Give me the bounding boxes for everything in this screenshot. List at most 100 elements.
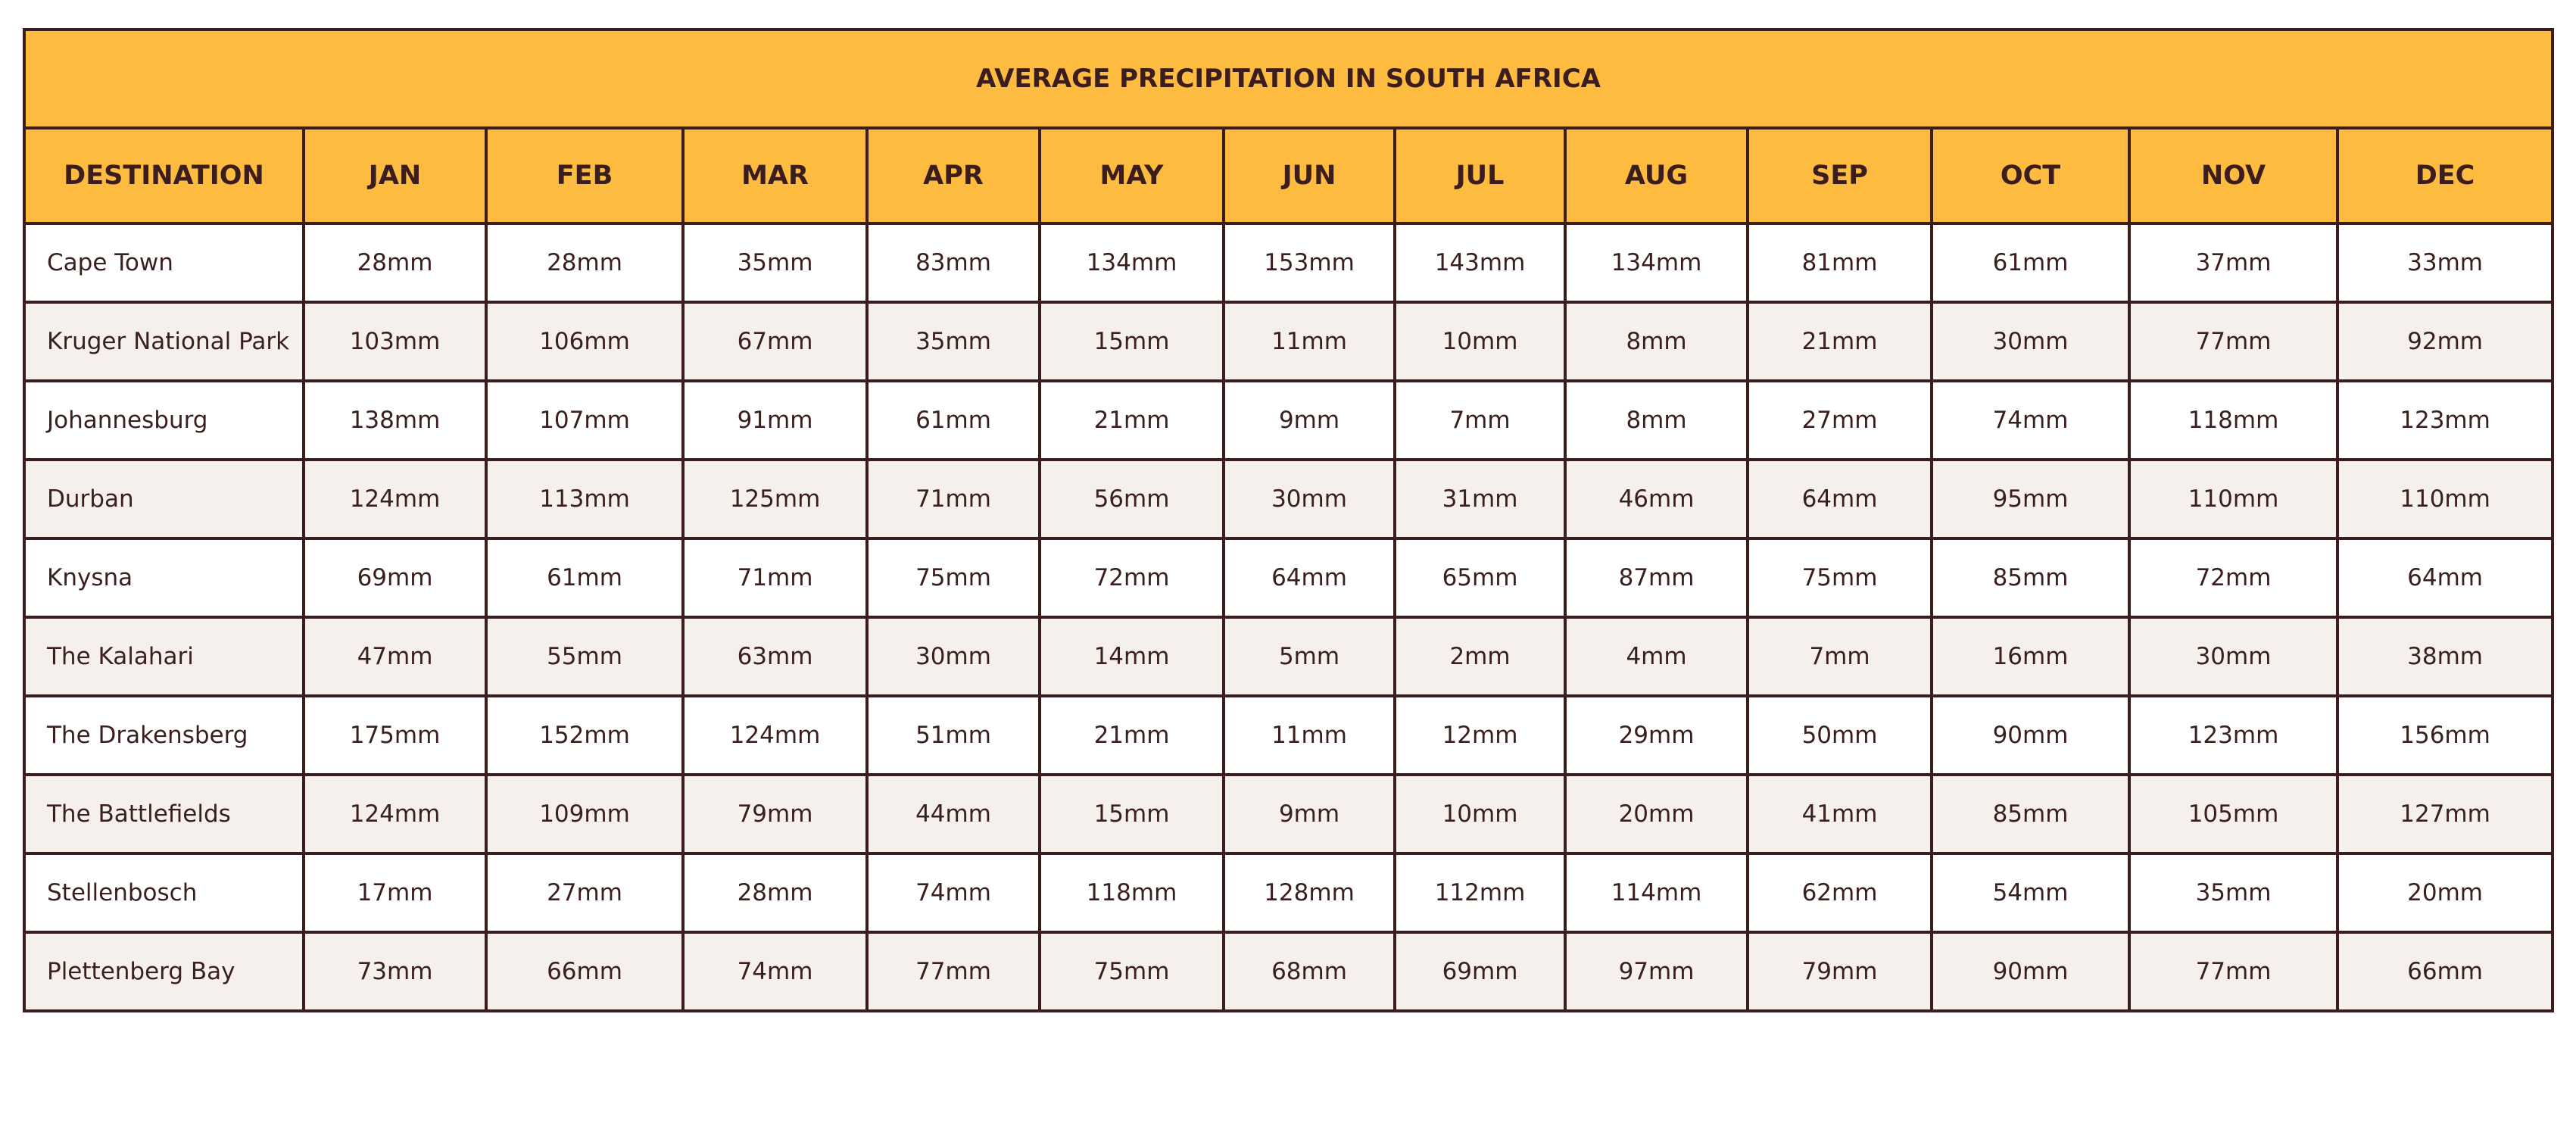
destination-cell: Durban — [23, 458, 305, 540]
value-cell: 69mm — [1393, 931, 1567, 1012]
value-cell: 87mm — [1564, 537, 1749, 619]
column-header: DESTINATION — [23, 126, 305, 225]
value-cell: 4mm — [1564, 616, 1749, 697]
value-cell: 77mm — [2128, 931, 2339, 1012]
value-cell: 83mm — [865, 222, 1041, 304]
destination-cell: Cape Town — [23, 222, 305, 304]
value-cell: 114mm — [1564, 852, 1749, 934]
value-cell: 143mm — [1393, 222, 1567, 304]
value-cell: 156mm — [2335, 694, 2555, 776]
value-cell: 152mm — [485, 694, 685, 776]
value-cell: 75mm — [1746, 537, 1933, 619]
value-cell: 73mm — [302, 931, 488, 1012]
destination-cell: The Battlefields — [23, 773, 305, 855]
value-cell: 64mm — [1222, 537, 1396, 619]
value-cell: 21mm — [1038, 379, 1225, 461]
value-cell: 71mm — [681, 537, 869, 619]
value-cell: 90mm — [1930, 931, 2131, 1012]
destination-cell: The Drakensberg — [23, 694, 305, 776]
value-cell: 50mm — [1746, 694, 1933, 776]
value-cell: 128mm — [1222, 852, 1396, 934]
value-cell: 106mm — [485, 301, 685, 382]
value-cell: 92mm — [2335, 301, 2555, 382]
value-cell: 9mm — [1222, 379, 1396, 461]
value-cell: 20mm — [2335, 852, 2555, 934]
value-cell: 14mm — [1038, 616, 1225, 697]
value-cell: 11mm — [1222, 694, 1396, 776]
value-cell: 81mm — [1746, 222, 1933, 304]
value-cell: 33mm — [2335, 222, 2555, 304]
value-cell: 68mm — [1222, 931, 1396, 1012]
value-cell: 47mm — [302, 616, 488, 697]
value-cell: 123mm — [2128, 694, 2339, 776]
value-cell: 175mm — [302, 694, 488, 776]
value-cell: 75mm — [1038, 931, 1225, 1012]
column-header: AUG — [1564, 126, 1749, 225]
table-row: Johannesburg 138mm 107mm 91mm 61mm 21mm 9mm 7mm… — [23, 379, 2555, 461]
value-cell: 16mm — [1930, 616, 2131, 697]
table-row: Kruger National Park 103mm 106mm 67mm 35mm 15… — [23, 301, 2555, 382]
value-cell: 113mm — [485, 458, 685, 540]
value-cell: 44mm — [865, 773, 1041, 855]
table-row: Cape Town 28mm 28mm 35mm 83mm 134mm 153mm 143mm… — [23, 222, 2555, 304]
destination-cell: Johannesburg — [23, 379, 305, 461]
value-cell: 91mm — [681, 379, 869, 461]
value-cell: 9mm — [1222, 773, 1396, 855]
value-cell: 107mm — [485, 379, 685, 461]
value-cell: 90mm — [1930, 694, 2131, 776]
value-cell: 85mm — [1930, 773, 2131, 855]
value-cell: 21mm — [1038, 694, 1225, 776]
table-row: Plettenberg Bay 73mm 66mm 74mm 77mm 75mm 68mm 6… — [23, 931, 2555, 1012]
value-cell: 11mm — [1222, 301, 1396, 382]
table-title: AVERAGE PRECIPITATION IN SOUTH AFRICA — [22, 28, 2555, 129]
value-cell: 7mm — [1746, 616, 1933, 697]
value-cell: 77mm — [2128, 301, 2339, 382]
value-cell: 61mm — [485, 537, 685, 619]
table-row: The Kalahari 47mm 55mm 63mm 30mm 14mm 5mm 2mm 4m… — [23, 616, 2555, 697]
value-cell: 20mm — [1564, 773, 1749, 855]
value-cell: 65mm — [1393, 537, 1567, 619]
value-cell: 28mm — [302, 222, 488, 304]
value-cell: 118mm — [2128, 379, 2339, 461]
value-cell: 109mm — [485, 773, 685, 855]
value-cell: 123mm — [2335, 379, 2555, 461]
value-cell: 85mm — [1930, 537, 2131, 619]
value-cell: 10mm — [1393, 301, 1567, 382]
value-cell: 71mm — [865, 458, 1041, 540]
column-header: JUN — [1222, 126, 1396, 225]
value-cell: 97mm — [1564, 931, 1749, 1012]
value-cell: 30mm — [865, 616, 1041, 697]
value-cell: 15mm — [1038, 773, 1225, 855]
value-cell: 79mm — [1746, 931, 1933, 1012]
value-cell: 35mm — [2128, 852, 2339, 934]
value-cell: 74mm — [681, 931, 869, 1012]
value-cell: 30mm — [2128, 616, 2339, 697]
value-cell: 134mm — [1564, 222, 1749, 304]
value-cell: 118mm — [1038, 852, 1225, 934]
value-cell: 124mm — [302, 773, 488, 855]
value-cell: 72mm — [2128, 537, 2339, 619]
value-cell: 66mm — [2335, 931, 2555, 1012]
value-cell: 69mm — [302, 537, 488, 619]
value-cell: 31mm — [1393, 458, 1567, 540]
value-cell: 8mm — [1564, 379, 1749, 461]
value-cell: 61mm — [865, 379, 1041, 461]
value-cell: 67mm — [681, 301, 869, 382]
value-cell: 153mm — [1222, 222, 1396, 304]
value-cell: 28mm — [485, 222, 685, 304]
value-cell: 35mm — [681, 222, 869, 304]
value-cell: 37mm — [2128, 222, 2339, 304]
value-cell: 30mm — [1930, 301, 2131, 382]
value-cell: 105mm — [2128, 773, 2339, 855]
value-cell: 124mm — [681, 694, 869, 776]
value-cell: 64mm — [1746, 458, 1933, 540]
column-header: APR — [865, 126, 1041, 225]
column-header: MAR — [681, 126, 869, 225]
column-header: JUL — [1393, 126, 1567, 225]
value-cell: 134mm — [1038, 222, 1225, 304]
table-row: The Battlefields 124mm 109mm 79mm 44mm 15mm 9m… — [23, 773, 2555, 855]
value-cell: 7mm — [1393, 379, 1567, 461]
column-header: DEC — [2335, 126, 2555, 225]
value-cell: 72mm — [1038, 537, 1225, 619]
column-header: SEP — [1746, 126, 1933, 225]
